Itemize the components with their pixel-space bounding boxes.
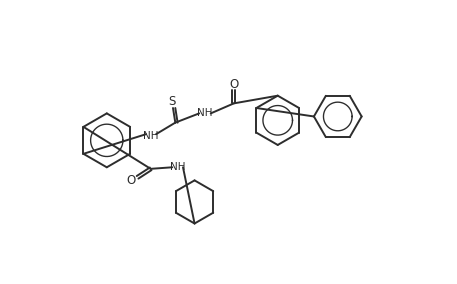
Text: O: O (229, 78, 239, 91)
Text: NH: NH (197, 108, 213, 118)
Text: S: S (169, 95, 176, 108)
Text: O: O (127, 174, 136, 187)
Text: NH: NH (143, 131, 159, 141)
Text: NH: NH (170, 162, 186, 172)
